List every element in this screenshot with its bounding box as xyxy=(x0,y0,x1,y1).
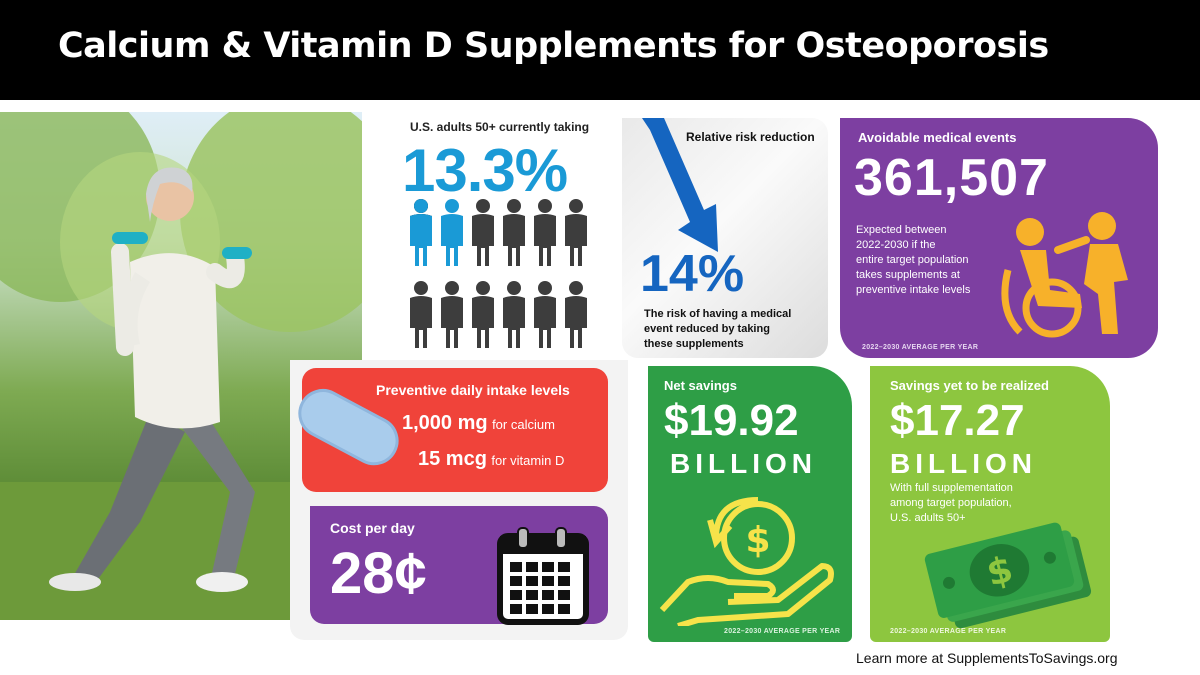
events-panel: Avoidable medical events 361,507 Expecte… xyxy=(840,118,1158,358)
events-desc-2: 2022-2030 if the xyxy=(856,239,936,251)
vitd-line: 15 mcg for vitamin D xyxy=(418,448,564,471)
wheelchair-caregiver-icon xyxy=(1001,212,1128,338)
events-desc-4: takes supplements at xyxy=(856,269,960,281)
risk-panel: Relative risk reduction 14% The risk of … xyxy=(622,118,828,358)
calcium-amount: 1,000 mg xyxy=(402,412,488,434)
money-stack-icon: $ xyxy=(924,522,1092,629)
adults-label: U.S. adults 50+ currently taking xyxy=(410,120,590,134)
yet-desc-1: With full supplementation xyxy=(890,482,1013,494)
net-label: Net savings xyxy=(664,378,737,393)
people-pictogram xyxy=(410,199,587,348)
header-bar: Calcium & Vitamin D Supplements for Oste… xyxy=(0,0,1200,100)
net-value: $19.92 xyxy=(664,396,799,445)
risk-desc-2: event reduced by taking xyxy=(644,323,770,335)
risk-desc-3: these supplements xyxy=(644,338,744,350)
events-value: 361,507 xyxy=(854,149,1049,207)
yet-desc-2: among target population, xyxy=(890,497,1012,509)
events-desc-3: entire target population xyxy=(856,254,969,266)
footer-link[interactable]: Learn more at SupplementsToSavings.org xyxy=(856,650,1118,666)
intake-label: Preventive daily intake levels xyxy=(376,382,570,398)
events-desc-1: Expected between xyxy=(856,224,947,236)
yet-value: $17.27 xyxy=(890,396,1025,445)
adults-value: 13.3% xyxy=(402,137,568,204)
down-arrow-icon xyxy=(642,118,718,252)
svg-text:$: $ xyxy=(745,520,770,561)
yet-footnote: 2022–2030 AVERAGE PER YEAR xyxy=(890,628,1007,635)
pill-icon xyxy=(298,389,399,466)
yet-desc-3: U.S. adults 50+ xyxy=(890,512,966,524)
risk-label: Relative risk reduction xyxy=(686,130,815,144)
yet-unit: BILLION xyxy=(890,448,1037,479)
cost-label: Cost per day xyxy=(330,520,415,536)
risk-value: 14% xyxy=(640,245,745,303)
calcium-line: 1,000 mg for calcium xyxy=(402,412,555,435)
yet-label: Savings yet to be realized xyxy=(890,378,1049,393)
woman-exercising-photo xyxy=(0,112,362,620)
cost-panel: Cost per day 28¢ xyxy=(310,506,608,625)
net-footnote: 2022–2030 AVERAGE PER YEAR xyxy=(724,628,841,635)
yet-savings-panel: Savings yet to be realized $17.27 BILLIO… xyxy=(870,366,1110,642)
calendar-icon xyxy=(497,527,589,625)
risk-desc-1: The risk of having a medical xyxy=(644,308,792,320)
hand-coin-icon: $ xyxy=(659,497,834,626)
net-savings-panel: Net savings $19.92 BILLION $ 2022–2030 A… xyxy=(648,366,852,642)
calcium-suffix: for calcium xyxy=(492,417,555,432)
events-label: Avoidable medical events xyxy=(858,130,1017,145)
page-title: Calcium & Vitamin D Supplements for Oste… xyxy=(58,26,1049,66)
cost-value: 28¢ xyxy=(330,541,427,606)
vitd-suffix: for vitamin D xyxy=(491,453,565,468)
vitd-amount: 15 mcg xyxy=(418,448,487,470)
net-unit: BILLION xyxy=(670,448,817,479)
events-footnote: 2022–2030 AVERAGE PER YEAR xyxy=(862,344,979,351)
events-desc-5: preventive intake levels xyxy=(856,284,971,296)
